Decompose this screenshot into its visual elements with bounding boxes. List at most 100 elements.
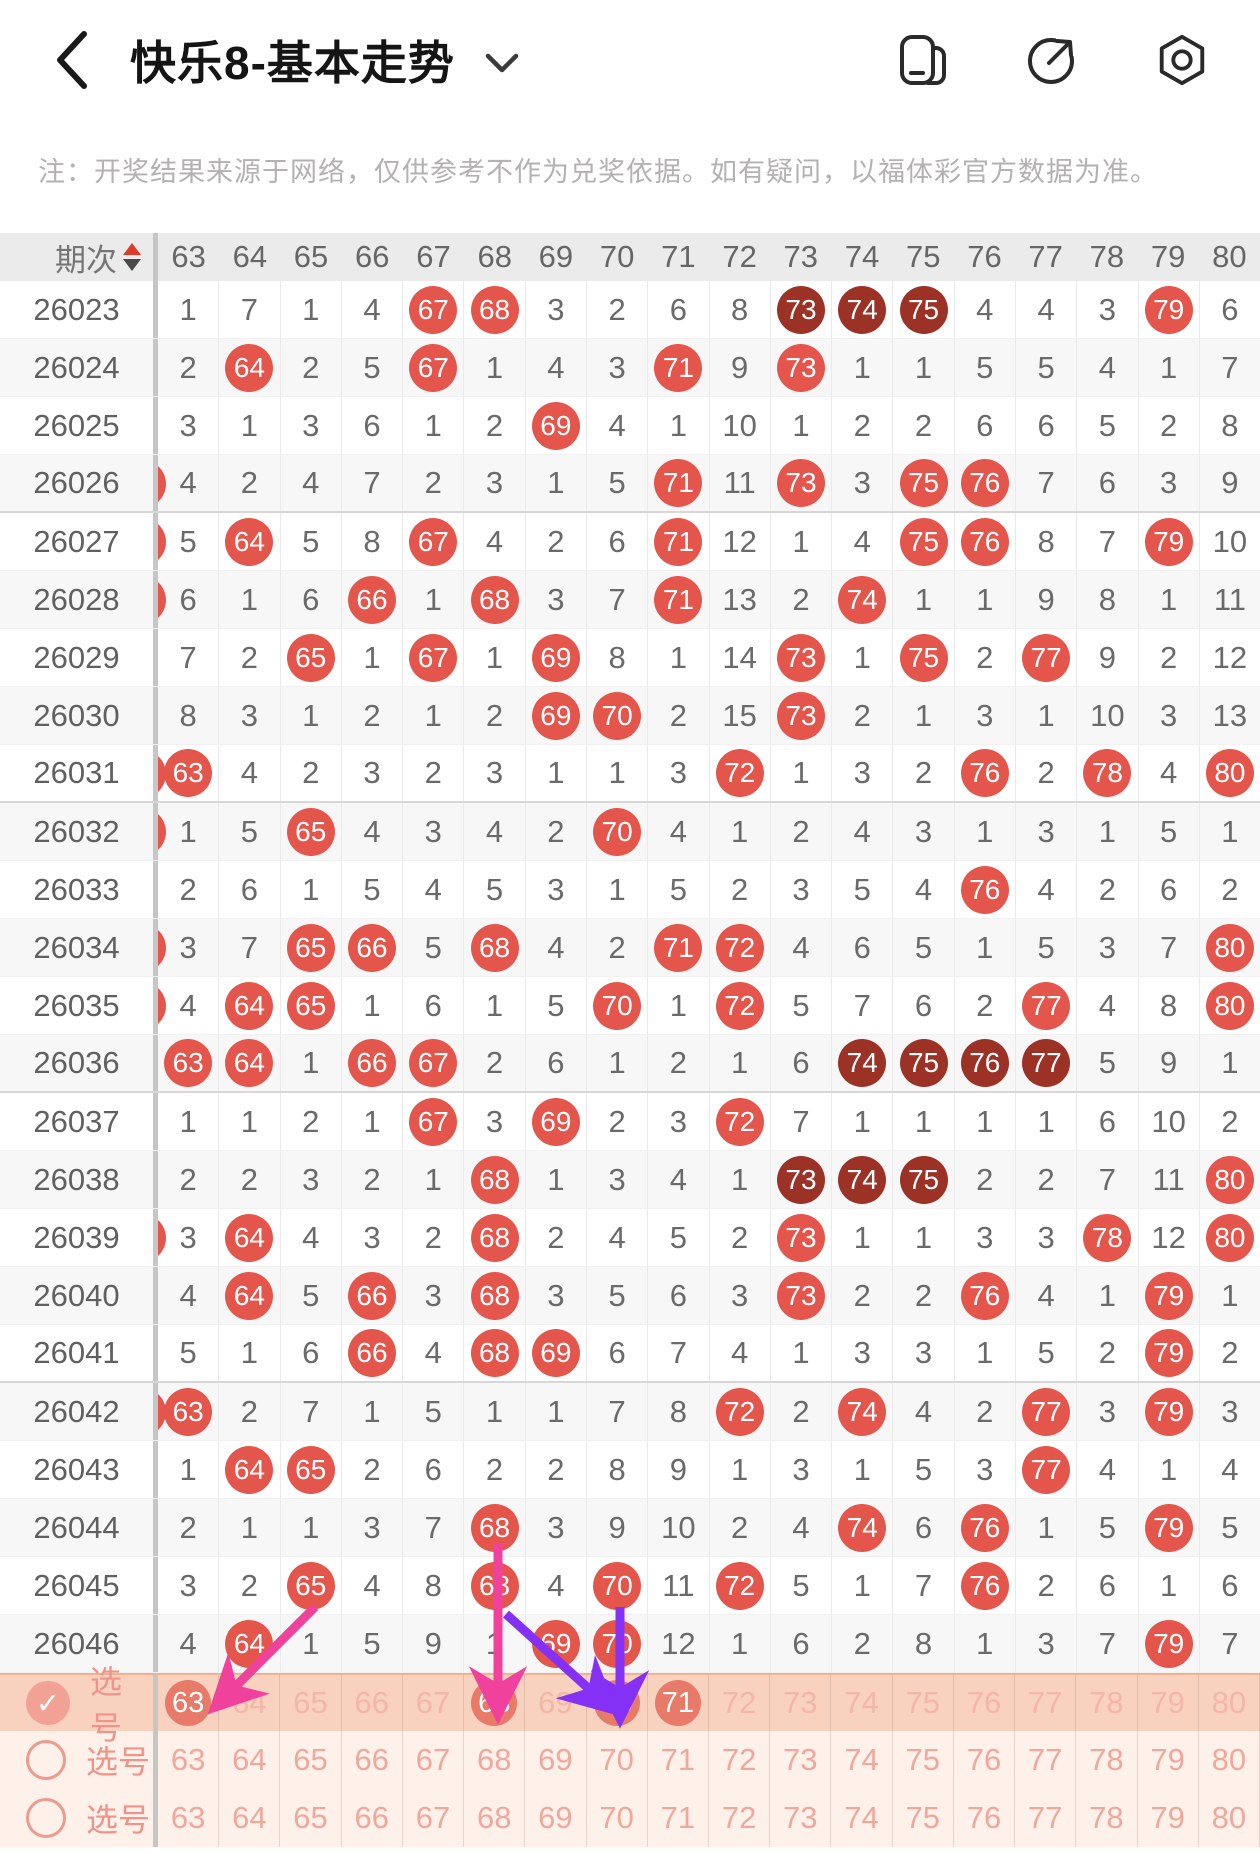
selection-num-78[interactable]: 78 — [1076, 1731, 1138, 1789]
selection-num-79[interactable]: 79 — [1138, 1675, 1199, 1731]
cell-26035-67: 6 — [403, 977, 465, 1034]
selection-num-70[interactable]: 70 — [587, 1675, 648, 1731]
selection-num-63[interactable]: 63 — [158, 1789, 220, 1847]
cell-26041-72: 4 — [710, 1325, 771, 1381]
cell-26037-75: 1 — [893, 1093, 955, 1150]
selection-num-78[interactable]: 78 — [1076, 1675, 1138, 1731]
selection-num-77[interactable]: 77 — [1015, 1789, 1077, 1847]
selection-num-70[interactable]: 70 — [587, 1731, 648, 1789]
cell-26025-76: 6 — [955, 397, 1016, 454]
selection-num-74[interactable]: 74 — [831, 1789, 893, 1847]
cell-26046-68: 1 — [464, 1615, 526, 1672]
selection-num-77[interactable]: 77 — [1015, 1731, 1077, 1789]
selection-num-75[interactable]: 75 — [893, 1789, 954, 1847]
cell-26028-80: 11 — [1213, 581, 1247, 617]
selection-num-68[interactable]: 68 — [464, 1731, 526, 1789]
selection-num-80[interactable]: 80 — [1199, 1789, 1260, 1847]
cell-26043-80: 4 — [1221, 1451, 1239, 1487]
selection-num-73[interactable]: 73 — [770, 1731, 832, 1789]
cell-26024-72: 9 — [710, 339, 771, 396]
selection-num-72[interactable]: 72 — [709, 1675, 771, 1731]
selection-num-69[interactable]: 69 — [525, 1789, 587, 1847]
row-cells: 1 64 65 2 6 2 2 8 9 1 3 1 5 3 77 4 1 4 — [158, 1441, 1260, 1498]
selection-num-69[interactable]: 69 — [525, 1731, 587, 1789]
selection-num-70[interactable]: 70 — [587, 1789, 648, 1847]
hit-ball: 75 — [899, 1155, 948, 1204]
cell-26030-77: 1 — [1016, 687, 1078, 744]
cell-26030-73: 73 — [771, 687, 833, 744]
cell-26033-80: 2 — [1221, 871, 1239, 907]
selection-num-67[interactable]: 67 — [403, 1675, 465, 1731]
empty-circle-icon[interactable] — [26, 1798, 66, 1838]
selection-num-63[interactable]: 63 — [158, 1675, 220, 1731]
selection-num-79[interactable]: 79 — [1138, 1789, 1199, 1847]
share-button[interactable] — [1024, 32, 1080, 88]
cell-26028-78: 8 — [1077, 571, 1139, 628]
selection-num-65[interactable]: 65 — [280, 1731, 342, 1789]
selection-num-65[interactable]: 65 — [280, 1789, 342, 1847]
check-circle-icon[interactable]: ✓ — [26, 1681, 70, 1725]
hit-ball: 75 — [899, 459, 948, 507]
back-button[interactable] — [52, 28, 92, 92]
hit-ball: 69 — [531, 401, 580, 450]
multi-window-button[interactable] — [894, 32, 950, 88]
selection-num-68[interactable]: 68 — [464, 1675, 526, 1731]
cell-26029-79: 2 — [1139, 629, 1200, 686]
empty-circle-icon[interactable] — [26, 1740, 66, 1780]
row-cells: 6 1 6 66 1 68 3 7 71 13 2 74 1 1 9 8 1 11 — [158, 571, 1260, 628]
selection-num-67[interactable]: 67 — [403, 1789, 465, 1847]
cell-26034-74: 6 — [832, 919, 894, 976]
cell-26033-76: 76 — [955, 861, 1016, 918]
selection-num-71[interactable]: 71 — [648, 1731, 709, 1789]
cell-26043-77: 77 — [1016, 1441, 1078, 1498]
selection-num-79[interactable]: 79 — [1138, 1731, 1199, 1789]
selection-num-80[interactable]: 80 — [1199, 1731, 1260, 1789]
hit-ball: 64 — [225, 1213, 274, 1262]
hit-ball: 69 — [531, 691, 580, 740]
cell-26042-70: 7 — [587, 1383, 649, 1440]
selection-num-69[interactable]: 69 — [525, 1675, 587, 1731]
column-header-67: 67 — [416, 239, 451, 274]
trend-table: 期次 63 64 65 66 67 68 69 70 71 72 73 74 75 76 77 78 79 80 … — [0, 233, 1260, 1847]
selection-num-74[interactable]: 74 — [831, 1675, 893, 1731]
selection-num-67[interactable]: 67 — [403, 1731, 465, 1789]
selected-number-ball: 63 — [165, 1680, 212, 1726]
selection-num-74[interactable]: 74 — [831, 1731, 893, 1789]
selection-num-76[interactable]: 76 — [954, 1789, 1016, 1847]
cell-26042-64: 2 — [219, 1383, 281, 1440]
selection-num-66[interactable]: 66 — [342, 1789, 403, 1847]
selection-num-75[interactable]: 75 — [893, 1675, 954, 1731]
selection-num-64[interactable]: 64 — [219, 1789, 281, 1847]
selection-num-73[interactable]: 73 — [770, 1789, 832, 1847]
cell-26031-76: 76 — [955, 745, 1016, 801]
selection-num-71[interactable]: 71 — [648, 1789, 709, 1847]
selection-num-64[interactable]: 64 — [219, 1731, 281, 1789]
selection-num-66[interactable]: 66 — [342, 1731, 403, 1789]
selection-num-63[interactable]: 63 — [158, 1731, 220, 1789]
selection-num-76[interactable]: 76 — [954, 1731, 1016, 1789]
cell-26030-63: 8 — [158, 687, 220, 744]
selection-num-72[interactable]: 72 — [709, 1789, 771, 1847]
selection-num-77[interactable]: 77 — [1015, 1675, 1077, 1731]
selection-num-68[interactable]: 68 — [464, 1789, 526, 1847]
period-header-cell[interactable]: 期次 — [0, 233, 158, 281]
cell-26034-67: 5 — [403, 919, 465, 976]
selection-num-75[interactable]: 75 — [893, 1731, 954, 1789]
hit-ball: 79 — [1144, 1329, 1193, 1377]
selection-num-76[interactable]: 76 — [954, 1675, 1016, 1731]
cell-26025-63: 3 — [158, 397, 220, 454]
selection-num-64[interactable]: 64 — [219, 1675, 281, 1731]
selection-num-73[interactable]: 73 — [770, 1675, 832, 1731]
selection-num-65[interactable]: 65 — [280, 1675, 342, 1731]
period-cell: 26043 — [0, 1441, 158, 1498]
cell-26046-69: 69 — [526, 1615, 587, 1672]
selection-num-71[interactable]: 71 — [648, 1675, 709, 1731]
selection-num-78[interactable]: 78 — [1076, 1789, 1138, 1847]
title-dropdown[interactable] — [483, 51, 521, 80]
selection-num-66[interactable]: 66 — [342, 1675, 403, 1731]
selection-num-80[interactable]: 80 — [1199, 1675, 1260, 1731]
cell-26027-65: 5 — [281, 513, 342, 570]
settings-button[interactable] — [1154, 32, 1210, 88]
cell-26036-66: 66 — [342, 1035, 404, 1091]
selection-num-72[interactable]: 72 — [709, 1731, 771, 1789]
